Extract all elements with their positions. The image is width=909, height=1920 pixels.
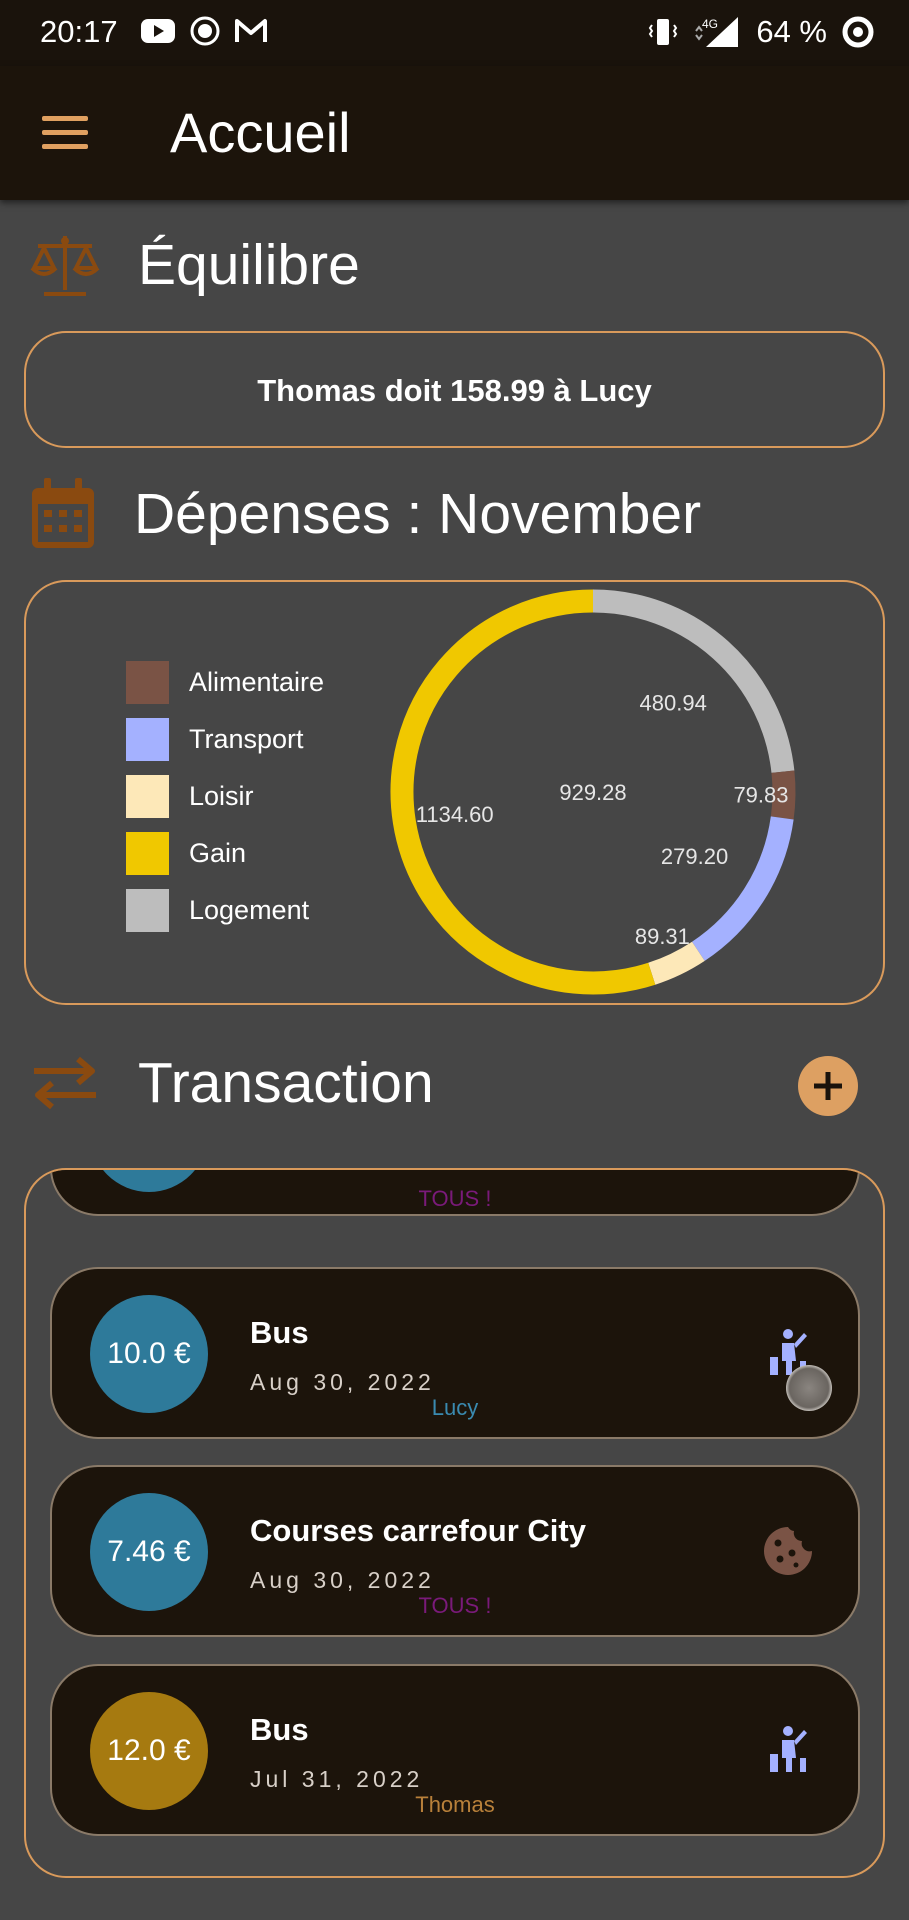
balance-card: Thomas doit 158.99 à Lucy: [24, 331, 885, 448]
legend-swatch: [126, 832, 169, 875]
transaction-heading: Transaction: [138, 1051, 434, 1115]
donut-slice-transport: [691, 816, 794, 961]
transaction-participant: TOUS !: [418, 1186, 492, 1211]
notification-icons: [140, 16, 268, 46]
legend-swatch: [126, 661, 169, 704]
legend-label: Transport: [189, 724, 304, 754]
expenses-donut-chart: 480.94 79.83 279.20 89.31 1134.60 929.28: [390, 589, 796, 995]
legend-label: Alimentaire: [189, 667, 325, 697]
page-title: Accueil: [170, 101, 351, 164]
transaction-item[interactable]: TOUS !: [50, 1170, 860, 1216]
donut-slice-gain: [390, 589, 656, 995]
expenses-chart-card: Alimentaire Transport Loisir Gain Logeme…: [24, 580, 885, 1005]
transaction-item[interactable]: 7.46 € Courses carrefour City Aug 30, 20…: [50, 1465, 860, 1637]
transaction-title: Bus: [250, 1315, 309, 1350]
legend-item-gain: Gain: [126, 825, 324, 882]
transaction-item[interactable]: 12.0 € Bus Jul 31, 2022 Thomas: [50, 1664, 860, 1836]
balance-heading: Équilibre: [138, 233, 360, 297]
balance-text: Thomas doit 158.99 à Lucy: [257, 373, 652, 408]
transaction-amount-badge: 12.0 €: [90, 1692, 208, 1810]
scale-icon: [30, 236, 100, 296]
battery-percent: 64 %: [756, 14, 827, 49]
plus-icon: [814, 1072, 842, 1100]
swap-arrows-icon: [34, 1056, 96, 1110]
donut-value-label: 279.20: [661, 844, 728, 869]
transaction-amount-badge: 7.46 €: [90, 1493, 208, 1611]
signal-4g-icon: 4G: [695, 17, 739, 47]
legend-item-alimentaire: Alimentaire: [126, 654, 324, 711]
app-bar: Accueil: [0, 66, 909, 200]
transaction-date: Jul 31, 2022: [250, 1766, 424, 1792]
transaction-title: Bus: [250, 1712, 309, 1747]
transaction-title: Courses carrefour City: [250, 1513, 586, 1548]
balance-section-header: Équilibre: [30, 232, 360, 298]
record-icon: [190, 16, 220, 46]
legend-item-loisir: Loisir: [126, 768, 324, 825]
touch-ripple: [786, 1365, 832, 1411]
expenses-section-header: Dépenses : November: [30, 478, 701, 550]
cookie-icon: [764, 1527, 812, 1575]
transaction-item[interactable]: 10.0 € Bus Aug 30, 2022 Lucy: [50, 1267, 860, 1439]
donut-value-label: 1134.60: [416, 802, 494, 827]
transaction-participant: Lucy: [431, 1395, 479, 1420]
youtube-icon: [141, 19, 175, 43]
donut-slice-loisir: [647, 941, 705, 985]
vibrate-icon: [649, 19, 678, 45]
legend-label: Gain: [189, 838, 247, 868]
chart-legend: Alimentaire Transport Loisir Gain Logeme…: [126, 654, 324, 939]
legend-item-transport: Transport: [126, 711, 324, 768]
hamburger-menu-icon[interactable]: [42, 116, 88, 152]
transaction-date: Aug 30, 2022: [250, 1567, 435, 1593]
transaction-participant: Thomas: [415, 1792, 495, 1817]
transaction-amount-badge: 10.0 €: [90, 1295, 208, 1413]
battery-ring-icon: [842, 16, 874, 48]
legend-item-logement: Logement: [126, 882, 324, 939]
legend-swatch: [126, 718, 169, 761]
donut-center-label: 929.28: [559, 780, 626, 805]
calendar-icon: [32, 478, 94, 548]
transaction-date: Aug 30, 2022: [250, 1369, 435, 1395]
svg-text:4G: 4G: [702, 17, 718, 31]
legend-swatch: [126, 889, 169, 932]
legend-label: Loisir: [189, 781, 254, 811]
transaction-list[interactable]: TOUS ! 10.0 € Bus Aug 30, 2022 Lucy 7.46…: [24, 1168, 885, 1878]
legend-label: Logement: [189, 895, 310, 925]
transport-person-icon: [770, 1726, 807, 1772]
gmail-icon: [235, 19, 267, 42]
donut-value-label: 89.31: [635, 924, 690, 949]
expenses-heading: Dépenses : November: [134, 482, 702, 546]
legend-swatch: [126, 775, 169, 818]
donut-slice-logement: [592, 589, 795, 773]
status-time: 20:17: [40, 14, 118, 49]
donut-value-label: 79.83: [733, 782, 788, 807]
transaction-section-header: Transaction: [30, 1050, 434, 1116]
donut-slice-alimentaire: [770, 770, 796, 820]
transaction-participant: TOUS !: [418, 1593, 492, 1618]
donut-value-label: 480.94: [640, 691, 707, 716]
add-transaction-button[interactable]: [798, 1056, 858, 1116]
status-bar: 20:17 4G 64 %: [0, 0, 909, 66]
system-status-icons: 4G 64 %: [648, 14, 875, 50]
